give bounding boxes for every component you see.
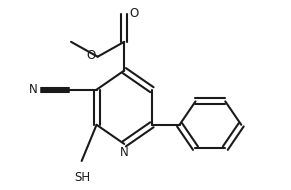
Text: O: O bbox=[129, 7, 139, 20]
Text: O: O bbox=[87, 48, 96, 62]
Text: SH: SH bbox=[75, 171, 91, 184]
Text: N: N bbox=[120, 146, 129, 159]
Text: N: N bbox=[29, 83, 38, 96]
